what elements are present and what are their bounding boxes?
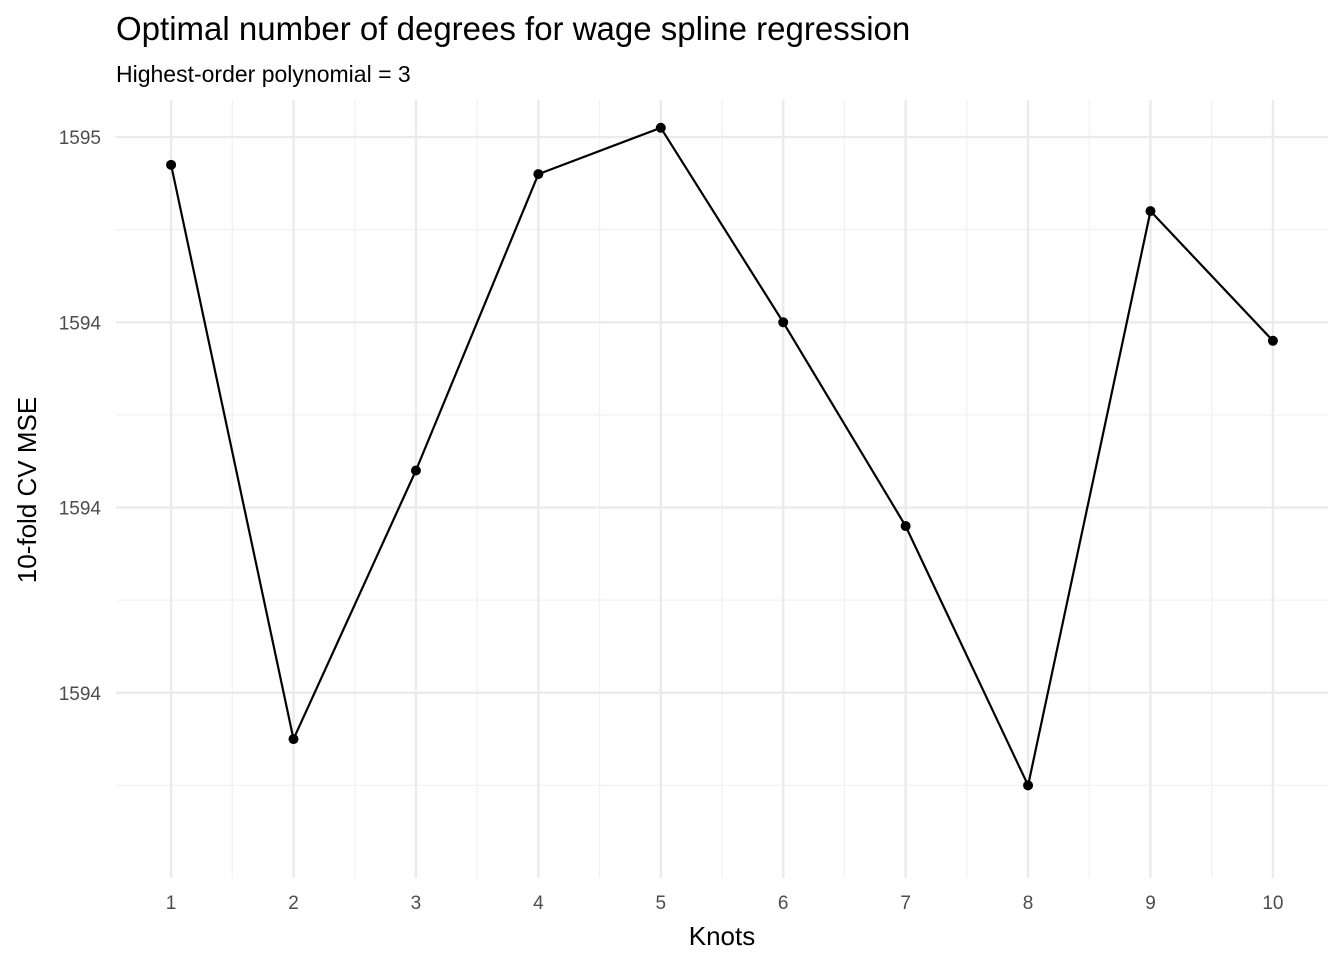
x-axis-title: Knots — [689, 921, 756, 951]
minor-gridlines — [116, 100, 1328, 878]
series-line-group — [170, 126, 1274, 787]
y-tick-label: 1594 — [59, 313, 102, 334]
x-tick-label: 2 — [288, 893, 299, 914]
y-axis-tick-labels: 1594 1594 1594 1595 — [59, 128, 102, 705]
x-tick-label: 3 — [411, 893, 422, 914]
series-line — [170, 126, 1274, 787]
x-tick-label: 5 — [655, 893, 666, 914]
y-axis-title: 10-fold CV MSE — [12, 397, 42, 583]
data-point — [1267, 335, 1278, 346]
data-point — [166, 159, 177, 170]
y-tick-label: 1594 — [59, 684, 102, 705]
x-tick-label: 10 — [1262, 893, 1283, 914]
x-tick-label: 4 — [533, 893, 544, 914]
y-tick-label: 1595 — [59, 128, 101, 149]
chart-title: Optimal number of degrees for wage splin… — [116, 10, 911, 47]
x-tick-label: 8 — [1023, 893, 1034, 914]
data-point — [410, 465, 421, 476]
major-gridlines — [116, 100, 1328, 878]
data-point — [900, 521, 911, 532]
data-points — [166, 122, 1278, 791]
data-point — [655, 122, 666, 133]
data-point — [1023, 780, 1034, 791]
x-tick-label: 6 — [778, 893, 789, 914]
data-point — [778, 317, 789, 328]
data-point — [1145, 206, 1156, 217]
chart-subtitle: Highest-order polynomial = 3 — [116, 61, 411, 87]
x-tick-label: 9 — [1145, 893, 1156, 914]
x-axis-tick-labels: 1 2 3 4 5 6 7 8 9 10 — [166, 893, 1284, 914]
data-point — [288, 734, 299, 745]
data-point — [533, 169, 544, 180]
y-tick-label: 1594 — [59, 499, 102, 520]
x-tick-label: 1 — [166, 893, 177, 914]
x-tick-label: 7 — [900, 893, 911, 914]
